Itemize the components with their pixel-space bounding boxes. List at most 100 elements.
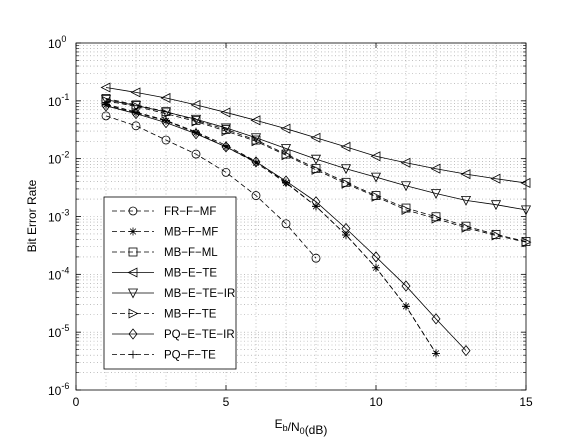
data-point [251,156,261,168]
data-point [251,191,261,200]
data-point [191,116,202,127]
legend: FR−F−MF MB−F−MF MB−F−ML MB−E−TE MB−E−TE−IR MB… [103,196,237,370]
data-point [220,123,232,134]
data-point [100,82,111,93]
data-point [460,195,472,206]
data-point [310,132,321,143]
data-point [402,302,410,311]
data-point [281,219,291,229]
data-point [370,151,381,162]
data-point [132,108,140,117]
legend-entry: MB−E−TE [112,267,217,280]
data-point [400,157,411,168]
data-point [280,123,291,134]
y-tick-label: 10-6 [48,381,69,398]
data-point [160,92,171,104]
legend-entry: PQ−F−TE [112,350,216,362]
legend-label: PQ−F−TE [164,350,216,362]
data-point [191,149,201,159]
y-axis-label: Bit Error Rate [25,179,39,252]
y-tick-label: 10-2 [48,150,69,167]
legend-entry: MB−E−TE−IR [112,288,235,300]
data-point [310,154,322,165]
series-line [105,103,437,354]
data-point [192,127,200,136]
legend-marker [127,267,138,278]
data-point [371,191,382,202]
series-3 [100,82,531,189]
data-point [460,169,471,180]
series-7 [102,100,440,358]
data-point [431,213,442,224]
legend-label: MB−F−MF [164,227,218,239]
series-0 [101,111,321,263]
data-point [461,344,471,357]
data-point [190,114,202,125]
data-point [161,108,172,119]
legend-entry: MB−F−ML [112,247,218,259]
data-point [341,178,352,189]
legend-marker [129,350,137,359]
series-line [105,98,527,242]
data-point [102,100,110,109]
data-point [311,253,321,263]
data-point [521,237,532,248]
legend-label: MB−E−TE [164,268,217,280]
data-point [370,172,382,183]
x-tick-label: 10 [369,395,383,409]
data-point [400,181,412,192]
legend-entry: MB−F−TE [112,308,217,321]
data-point [461,222,472,233]
data-point [342,230,350,239]
legend-marker [128,328,138,340]
y-tick-label: 10-4 [48,265,69,282]
data-point [430,189,442,199]
x-tick-label: 5 [223,395,230,409]
series-line [105,99,527,211]
legend-label: MB−F−ML [164,247,218,259]
legend-label: MB−F−TE [164,309,217,321]
series-layer [100,82,532,358]
data-point [491,230,502,241]
data-point [252,157,260,166]
legend-entry: FR−F−MF [112,206,216,218]
series-line [105,115,317,259]
data-point [372,263,380,272]
data-point [490,173,501,184]
data-point [250,115,261,126]
data-point [311,164,322,175]
series-5 [101,95,532,248]
legend-marker [128,206,138,216]
y-tick-label: 100 [48,34,66,51]
data-point [162,116,170,125]
data-point [520,177,531,189]
legend-label: MB−E−TE−IR [164,288,235,300]
series-line [105,100,527,243]
legend-marker [128,308,139,319]
series-line [105,87,527,184]
data-point [430,163,441,174]
data-point [280,144,292,154]
data-point [401,204,412,215]
data-point [101,111,111,121]
data-point [190,99,201,110]
legend-marker [129,227,137,236]
data-point [222,141,230,150]
data-point [131,121,141,131]
data-point [401,280,411,292]
data-point [340,164,352,175]
legend-box [103,196,237,370]
legend-label: PQ−E−TE−IR [164,329,235,341]
legend-marker [127,288,139,299]
data-point [251,136,262,147]
legend-entry: MB−F−MF [112,227,218,239]
data-point [490,200,502,211]
data-point [281,150,292,161]
data-point [431,313,441,325]
legend-label: FR−F−MF [164,206,216,218]
data-point [220,107,231,118]
data-point [161,135,171,145]
data-point [130,87,141,98]
data-point [282,178,290,187]
